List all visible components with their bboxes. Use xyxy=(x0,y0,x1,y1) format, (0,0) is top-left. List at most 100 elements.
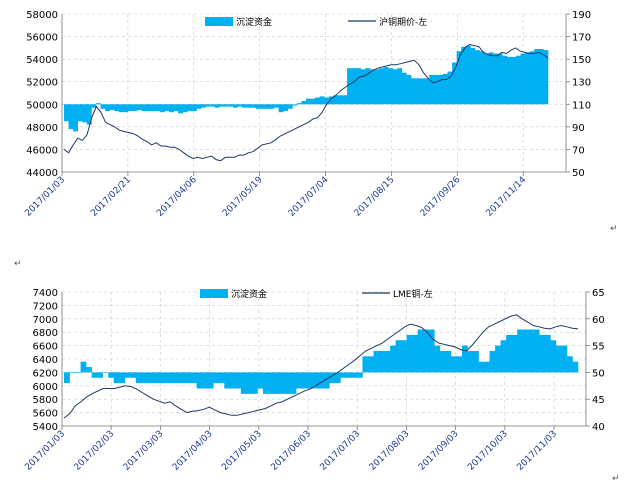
left-tick-label: 56000 xyxy=(26,33,58,44)
funds-bar xyxy=(306,98,311,105)
funds-bar xyxy=(200,104,206,108)
x-tick-label: 2017/06/03 xyxy=(269,429,313,473)
funds-bar xyxy=(124,372,131,378)
funds-bar xyxy=(517,329,524,373)
funds-bar xyxy=(95,103,101,105)
funds-bar xyxy=(329,372,336,384)
funds-bar xyxy=(164,104,170,112)
funds-bar xyxy=(474,50,480,105)
funds-bar xyxy=(64,104,69,122)
funds-bar xyxy=(367,356,374,373)
legend-funds-swatch xyxy=(200,289,228,298)
x-tick-label: 2017/11/03 xyxy=(515,429,559,473)
funds-bar xyxy=(207,372,214,389)
funds-bar xyxy=(191,104,197,112)
funds-bar xyxy=(516,55,521,105)
funds-bar xyxy=(365,68,371,105)
funds-bar xyxy=(152,372,159,384)
funds-bar xyxy=(465,45,471,105)
funds-bar xyxy=(502,55,508,105)
funds-bar xyxy=(178,104,184,114)
funds-bar xyxy=(434,345,441,373)
funds-bar xyxy=(118,104,124,113)
funds-bar xyxy=(301,372,308,389)
funds-bar xyxy=(395,340,402,373)
left-tick-label: 50000 xyxy=(26,100,58,111)
funds-bar xyxy=(237,104,243,107)
x-tick-label: 2017/04/03 xyxy=(171,429,215,473)
funds-bar xyxy=(283,104,289,112)
funds-bar xyxy=(337,95,343,105)
paragraph-mark-mid: ↵ xyxy=(14,259,22,269)
left-tick-label: 46000 xyxy=(26,145,58,156)
funds-bar xyxy=(497,53,503,105)
funds-bar xyxy=(228,104,234,107)
funds-bar xyxy=(470,47,476,105)
funds-bar xyxy=(401,340,407,373)
funds-bar xyxy=(109,104,115,110)
legend-funds-label: 沉淀资金 xyxy=(231,288,267,300)
funds-bar xyxy=(296,103,302,105)
legend-funds-label: 沉淀资金 xyxy=(236,16,272,28)
funds-bar xyxy=(445,350,452,373)
funds-bar xyxy=(64,372,70,384)
funds-bar xyxy=(157,372,164,384)
funds-bar xyxy=(137,104,142,110)
funds-bar xyxy=(538,48,544,105)
funds-bar xyxy=(146,104,152,112)
funds-bar xyxy=(301,100,307,105)
right-tick-label: 55 xyxy=(592,342,605,353)
funds-bar xyxy=(495,345,501,373)
legend-price-label: 沪铜期价-左 xyxy=(379,16,427,28)
funds-bar xyxy=(141,372,148,384)
funds-bar xyxy=(235,372,242,389)
x-tick-label: 2017/11/14 xyxy=(485,175,529,219)
funds-bar xyxy=(347,68,352,105)
funds-bar xyxy=(105,104,110,112)
funds-bar xyxy=(520,53,526,105)
funds-bar xyxy=(415,78,421,105)
funds-bar xyxy=(379,68,384,105)
funds-bar xyxy=(296,372,302,389)
left-tick-label: 6400 xyxy=(33,355,58,366)
funds-bar xyxy=(478,361,485,373)
right-tick-label: 170 xyxy=(572,33,591,44)
right-tick-label: 130 xyxy=(572,78,591,89)
left-tick-label: 54000 xyxy=(26,55,58,66)
left-tick-label: 6600 xyxy=(33,342,58,353)
right-tick-label: 65 xyxy=(592,288,605,299)
funds-bar xyxy=(163,372,170,384)
funds-bar xyxy=(493,53,499,105)
legend-price-label: LME铜-左 xyxy=(393,288,433,300)
funds-bar xyxy=(113,372,120,384)
funds-bar xyxy=(290,372,297,394)
funds-bar xyxy=(383,67,389,105)
funds-bar xyxy=(397,68,403,105)
x-tick-label: 2017/05/19 xyxy=(221,175,265,219)
chart-panel-2: 5400 5600 5800 6000 6200 6400 6600 6800 7000 7200… xyxy=(23,288,604,473)
funds-bar xyxy=(511,56,517,105)
funds-bar xyxy=(423,329,430,373)
x-tick-label: 2017/10/03 xyxy=(466,429,510,473)
x-tick-label: 2017/01/03 xyxy=(23,175,67,219)
funds-bar xyxy=(232,104,238,108)
funds-bar xyxy=(127,104,133,112)
funds-bar xyxy=(123,104,129,113)
funds-bar xyxy=(550,340,557,373)
funds-bar xyxy=(114,104,120,112)
funds-bar xyxy=(461,345,468,373)
funds-bar xyxy=(262,372,269,394)
funds-bar xyxy=(500,340,507,373)
funds-bar xyxy=(307,372,314,389)
funds-bar xyxy=(328,96,334,105)
funds-bar xyxy=(97,372,103,378)
funds-bar xyxy=(528,329,535,373)
funds-bar xyxy=(411,78,416,105)
funds-bar xyxy=(180,372,186,384)
funds-bar xyxy=(356,372,363,378)
funds-bar xyxy=(119,372,126,384)
funds-bar xyxy=(278,104,284,113)
funds-bar xyxy=(77,104,83,122)
funds-bar xyxy=(479,51,485,105)
